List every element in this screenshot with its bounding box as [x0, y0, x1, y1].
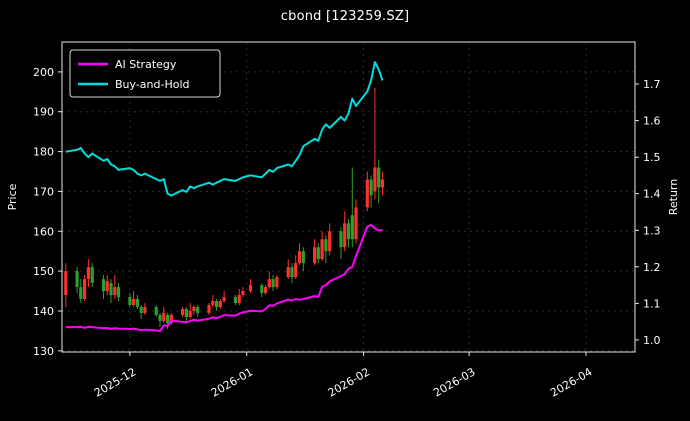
svg-text:AI Strategy: AI Strategy	[115, 58, 177, 71]
svg-text:2026-04: 2026-04	[548, 365, 594, 399]
svg-text:2026-02: 2026-02	[326, 365, 372, 399]
svg-text:180: 180	[33, 146, 54, 159]
svg-text:1.2: 1.2	[643, 261, 661, 274]
svg-text:200: 200	[33, 66, 54, 79]
svg-text:190: 190	[33, 106, 54, 119]
plot-border	[61, 41, 636, 353]
chart-title: cbond [123259.SZ]	[280, 9, 410, 24]
y-axis-return: 1.0 1.1 1.2 1.3 1.4 1.5 1.6 1.7	[635, 78, 661, 347]
svg-text:160: 160	[33, 225, 54, 238]
svg-text:1.5: 1.5	[643, 151, 661, 164]
svg-text:170: 170	[33, 185, 54, 198]
ai-strategy-line	[65, 223, 383, 333]
buy-and-hold-line	[65, 61, 384, 197]
svg-text:1.6: 1.6	[643, 115, 661, 128]
legend: AI Strategy Buy-and-Hold	[69, 49, 221, 98]
svg-text:1.4: 1.4	[643, 188, 661, 201]
svg-text:1.7: 1.7	[643, 78, 661, 91]
return-axis-label: Return	[667, 179, 680, 216]
x-axis-dates: 2025-12 2026-01 2026-02 2026-03 2026-04	[92, 352, 594, 400]
svg-text:150: 150	[33, 265, 54, 278]
svg-text:130: 130	[33, 345, 54, 358]
svg-text:Buy-and-Hold: Buy-and-Hold	[115, 78, 190, 91]
svg-text:2026-01: 2026-01	[209, 365, 255, 399]
price-axis-label: Price	[6, 183, 19, 210]
svg-text:1.0: 1.0	[643, 334, 661, 347]
y-axis-price: 130 140 150 160 170 180 190 200	[33, 66, 62, 358]
candlestick-series	[64, 87, 384, 329]
svg-text:1.3: 1.3	[643, 224, 661, 237]
svg-text:1.1: 1.1	[643, 297, 661, 310]
svg-text:140: 140	[33, 305, 54, 318]
svg-text:2026-03: 2026-03	[431, 365, 477, 399]
svg-text:2025-12: 2025-12	[92, 365, 138, 399]
